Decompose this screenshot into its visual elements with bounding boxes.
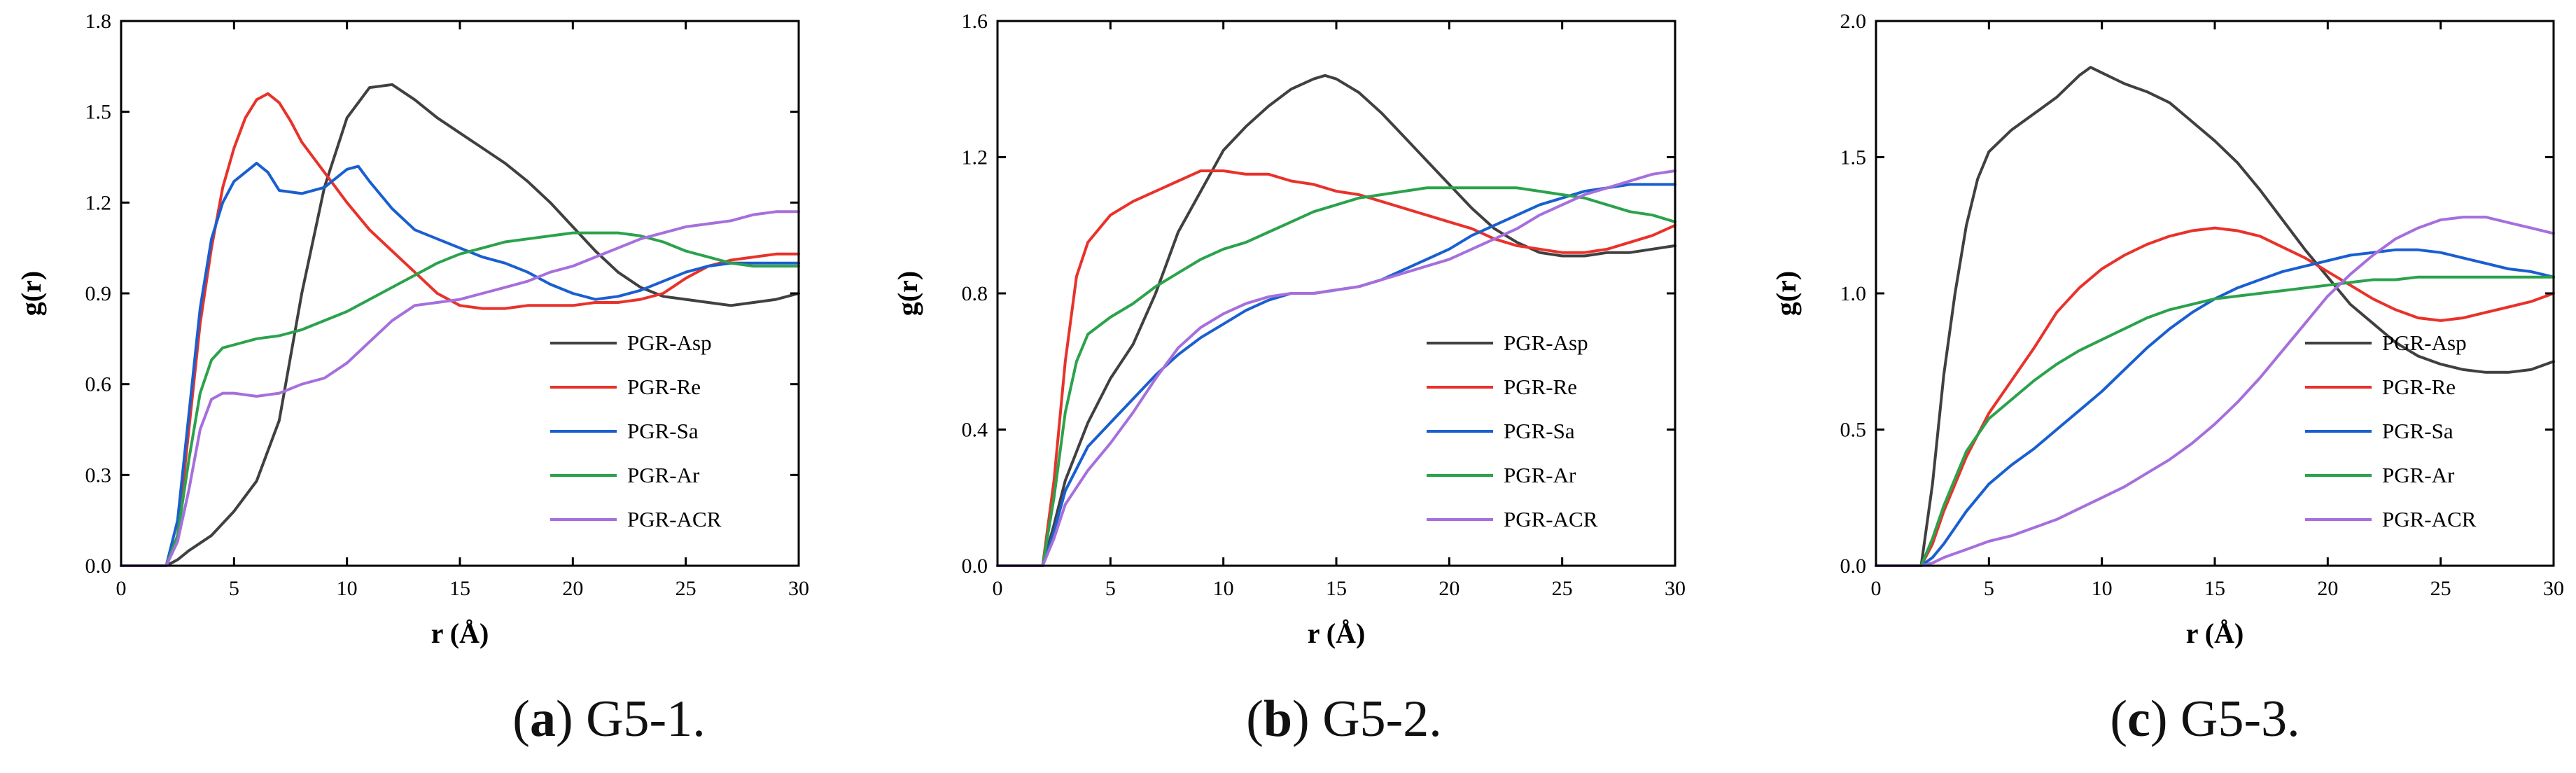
y-tick-label: 1.6 [962,10,988,33]
legend-label-pgr-sa: PGR-Sa [627,419,699,443]
y-tick-label: 0.0 [1840,555,1867,578]
y-tick-label: 0.8 [962,282,988,305]
y-tick-label: 0.0 [962,555,988,578]
x-tick-label: 0 [116,577,127,600]
legend-label-pgr-acr: PGR-ACR [1504,507,1598,531]
y-tick-label: 0.4 [962,419,988,442]
y-tick-label: 0.9 [85,282,112,305]
legend-label-pgr-re: PGR-Re [1504,375,1577,399]
y-tick-label: 1.5 [85,101,112,124]
x-tick-label: 30 [788,577,809,600]
x-tick-label: 0 [993,577,1003,600]
caption-c-text: G5-3. [2180,690,2300,748]
caption-a-text: G5-1. [586,690,706,748]
caption-b-text: G5-2. [1322,690,1442,748]
y-tick-label: 1.0 [1840,282,1867,305]
x-tick-label: 5 [229,577,239,600]
series-line-pgr-ar [120,231,800,567]
y-tick-label: 1.8 [85,10,112,33]
x-tick-label: 25 [2430,577,2451,600]
x-tick-label: 15 [449,577,470,600]
chart-panel-a: 0 5 10 15 20 25 30 0.0 0.3 0.6 0.9 1.2 1.5 1.8 r (Å) g(… [15,10,809,649]
y-tick-label: 0.6 [85,373,112,396]
x-tick-label: 10 [2092,577,2113,600]
y-tick-label: 1.2 [85,191,112,214]
x-tick-label: 30 [1665,577,1686,600]
legend-label-pgr-acr: PGR-ACR [2382,507,2477,531]
chart-panel-b: 0 5 10 15 20 25 30 0.0 0.4 0.8 1.2 1.6 r (Å) g(r) PGR-… [892,10,1686,649]
y-axis-label: g(r) [892,271,923,316]
x-tick-label: 5 [1984,577,1994,600]
x-tick-label: 15 [2204,577,2225,600]
y-tick-label: 0.3 [85,464,112,487]
x-axis-label: r (Å) [431,618,489,649]
series-line-pgr-asp [120,83,800,567]
legend-label-pgr-asp: PGR-Asp [627,330,712,355]
legend-label-pgr-ar: PGR-Ar [2382,463,2455,487]
legend-label-pgr-acr: PGR-ACR [627,507,722,531]
legend-label-pgr-sa: PGR-Sa [1504,419,1575,443]
caption-a-tag: a [529,690,556,748]
x-tick-label: 20 [1438,577,1460,600]
x-tick-label: 0 [1871,577,1882,600]
y-tick-label: 0.0 [85,555,112,578]
caption-a: (a) G5-1. [512,690,706,748]
chart-panel-c: 0 5 10 15 20 25 30 0.0 0.5 1.0 1.5 2.0 r (Å) g(r) PGR-… [1770,10,2564,649]
series-line-pgr-re [1875,226,2555,567]
x-tick-label: 5 [1105,577,1116,600]
x-tick-label: 20 [2317,577,2338,600]
legend-label-pgr-ar: PGR-Ar [1504,463,1576,487]
series-line-pgr-asp [1875,66,2555,567]
legend-label-pgr-sa: PGR-Sa [2382,419,2454,443]
x-tick-label: 30 [2543,577,2564,600]
x-axis-label: r (Å) [2186,618,2244,649]
y-tick-label: 1.2 [962,146,988,169]
legend-label-pgr-re: PGR-Re [2382,375,2456,399]
x-axis-label: r (Å) [1308,618,1366,649]
caption-c: (c) G5-3. [2110,690,2300,748]
series-line-pgr-asp [996,74,1676,567]
caption-b: (b) G5-2. [1246,690,1442,748]
x-tick-label: 25 [676,577,696,600]
y-axis-label: g(r) [15,271,47,316]
y-axis-label: g(r) [1770,271,1802,316]
y-tick-label: 1.5 [1840,146,1867,169]
caption-c-tag: c [2127,690,2150,748]
legend-label-pgr-re: PGR-Re [627,375,701,399]
x-tick-label: 15 [1326,577,1347,600]
x-tick-label: 20 [562,577,583,600]
charts-canvas: 0 5 10 15 20 25 30 0.0 0.3 0.6 0.9 1.2 1.5 1.8 r (Å) g(… [15,10,2564,649]
y-tick-label: 0.5 [1840,419,1867,442]
series-line-pgr-ar [1875,275,2555,567]
series-line-pgr-sa [120,162,800,567]
x-tick-label: 10 [1213,577,1234,600]
series-line-pgr-re [996,169,1676,567]
legend-label-pgr-ar: PGR-Ar [627,463,700,487]
x-tick-label: 25 [1552,577,1573,600]
y-tick-label: 2.0 [1840,10,1867,33]
series-line-pgr-ar [996,186,1676,567]
x-tick-label: 10 [337,577,358,600]
legend-label-pgr-asp: PGR-Asp [2382,330,2467,355]
series-line-pgr-acr [120,210,800,567]
series-line-pgr-acr [996,169,1676,567]
legend-label-pgr-asp: PGR-Asp [1504,330,1588,355]
caption-b-tag: b [1263,690,1293,748]
series-line-pgr-acr [1875,216,2555,567]
series-line-pgr-re [120,92,800,567]
